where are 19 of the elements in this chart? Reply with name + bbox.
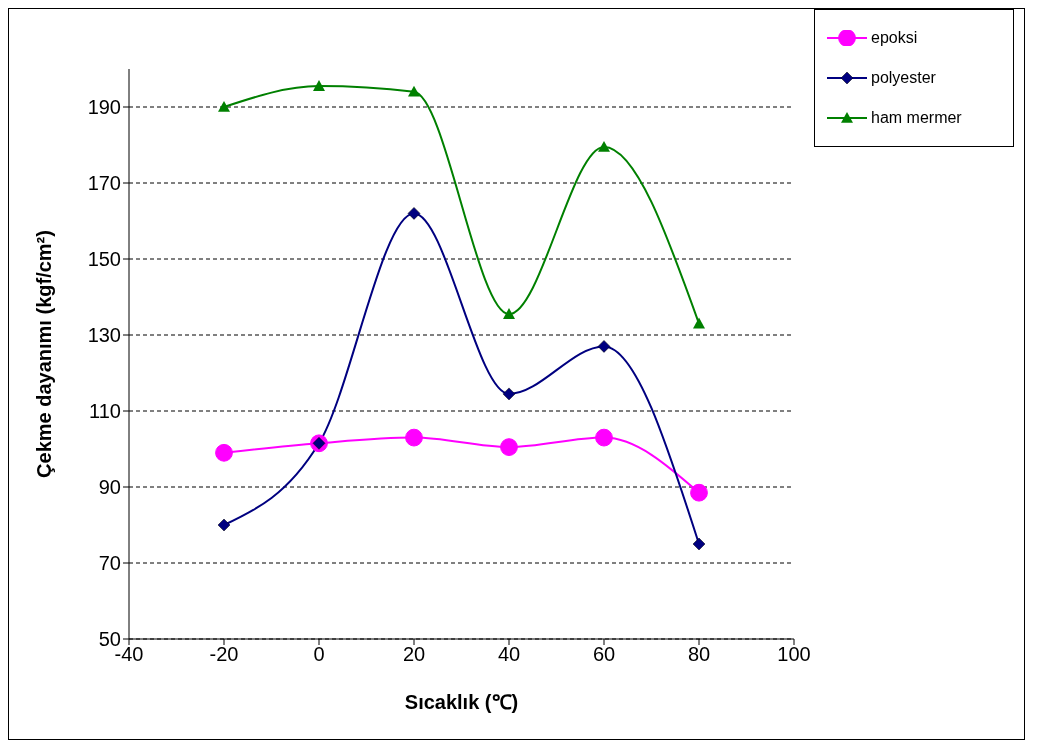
y-tick-label: 170 xyxy=(87,172,121,195)
x-tick-label: 40 xyxy=(497,643,521,666)
x-tick-label: 20 xyxy=(402,643,426,666)
legend-label: epoksi xyxy=(871,29,918,47)
x-axis-title: Sıcaklık (℃) xyxy=(404,691,519,713)
y-axis-title: Çekme dayanımı (kgf/cm²) xyxy=(33,230,56,478)
x-tick-label: 60 xyxy=(592,643,616,666)
x-tick-label: 100 xyxy=(777,643,811,666)
x-tick-label: 80 xyxy=(687,643,711,666)
y-tick-label: 190 xyxy=(87,96,121,119)
y-tick-label: 110 xyxy=(89,400,121,423)
legend-label: polyester xyxy=(871,69,936,87)
y-tick-label: 130 xyxy=(87,324,121,347)
x-tick-label: 0 xyxy=(313,643,325,666)
y-tick-label: 90 xyxy=(98,476,121,499)
x-tick-label: -20 xyxy=(209,643,239,666)
legend-label: ham mermer xyxy=(871,109,962,127)
y-tick-label: 70 xyxy=(98,552,121,575)
y-tick-label: 150 xyxy=(87,248,121,271)
